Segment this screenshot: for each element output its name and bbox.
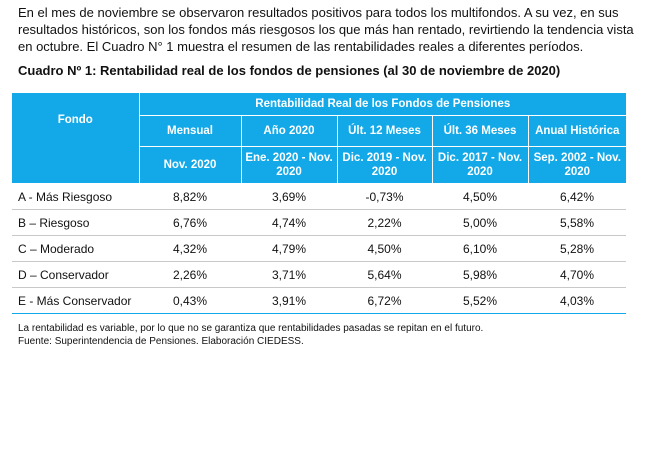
column-header: Anual Histórica xyxy=(528,115,626,147)
table-row: B – Riesgoso 6,76% 4,74% 2,22% 5,00% 5,5… xyxy=(12,209,626,236)
table-cell: 5,64% xyxy=(337,261,432,288)
fondo-header-spacer xyxy=(12,146,140,184)
period-header: Dic. 2017 - Nov. 2020 xyxy=(432,146,529,184)
table-cell: 4,79% xyxy=(241,235,337,262)
table-row: C – Moderado 4,32% 4,79% 4,50% 6,10% 5,2… xyxy=(12,235,626,262)
table-cell: 4,32% xyxy=(139,235,241,262)
table-cell: 3,69% xyxy=(241,183,337,210)
fondo-name: D – Conservador xyxy=(12,261,139,288)
table-cell: 4,03% xyxy=(528,287,626,314)
table-cell: 0,43% xyxy=(139,287,241,314)
column-header: Últ. 12 Meses xyxy=(337,115,433,147)
table-cell: -0,73% xyxy=(337,183,432,210)
table-cell: 5,52% xyxy=(432,287,528,314)
returns-table: Fondo Rentabilidad Real de los Fondos de… xyxy=(12,93,626,314)
fondo-name: A - Más Riesgoso xyxy=(12,183,139,210)
period-header: Nov. 2020 xyxy=(139,146,242,184)
table-cell: 4,50% xyxy=(432,183,528,210)
period-header: Sep. 2002 - Nov. 2020 xyxy=(528,146,626,184)
column-header: Mensual xyxy=(139,115,242,147)
table-cell: 4,70% xyxy=(528,261,626,288)
fondo-header: Fondo xyxy=(12,93,140,147)
table-row: A - Más Riesgoso 8,82% 3,69% -0,73% 4,50… xyxy=(12,183,626,210)
fondo-name: C – Moderado xyxy=(12,235,139,262)
table-cell: 3,71% xyxy=(241,261,337,288)
disclaimer-note: La rentabilidad es variable, por lo que … xyxy=(18,323,484,334)
column-header: Año 2020 xyxy=(241,115,338,147)
table-cell: 5,58% xyxy=(528,209,626,236)
table-cell: 5,00% xyxy=(432,209,528,236)
table-cell: 3,91% xyxy=(241,287,337,314)
table-cell: 6,76% xyxy=(139,209,241,236)
period-header: Dic. 2019 - Nov. 2020 xyxy=(337,146,433,184)
table-row: E - Más Conservador 0,43% 3,91% 6,72% 5,… xyxy=(12,287,626,314)
table-cell: 6,10% xyxy=(432,235,528,262)
table-cell: 5,98% xyxy=(432,261,528,288)
table-cell: 8,82% xyxy=(139,183,241,210)
fondo-name: B – Riesgoso xyxy=(12,209,139,236)
table-cell: 4,74% xyxy=(241,209,337,236)
group-header: Rentabilidad Real de los Fondos de Pensi… xyxy=(139,93,626,116)
period-header: Ene. 2020 - Nov. 2020 xyxy=(241,146,338,184)
table-cell: 2,26% xyxy=(139,261,241,288)
fondo-name: E - Más Conservador xyxy=(12,287,139,314)
table-cell: 4,50% xyxy=(337,235,432,262)
table-cell: 6,42% xyxy=(528,183,626,210)
column-header: Últ. 36 Meses xyxy=(432,115,529,147)
table-title: Cuadro Nº 1: Rentabilidad real de los fo… xyxy=(18,63,561,78)
table-cell: 2,22% xyxy=(337,209,432,236)
table-cell: 6,72% xyxy=(337,287,432,314)
source-note: Fuente: Superintendencia de Pensiones. E… xyxy=(18,336,304,347)
table-row: D – Conservador 2,26% 3,71% 5,64% 5,98% … xyxy=(12,261,626,288)
intro-paragraph: En el mes de noviembre se observaron res… xyxy=(18,5,634,54)
table-cell: 5,28% xyxy=(528,235,626,262)
